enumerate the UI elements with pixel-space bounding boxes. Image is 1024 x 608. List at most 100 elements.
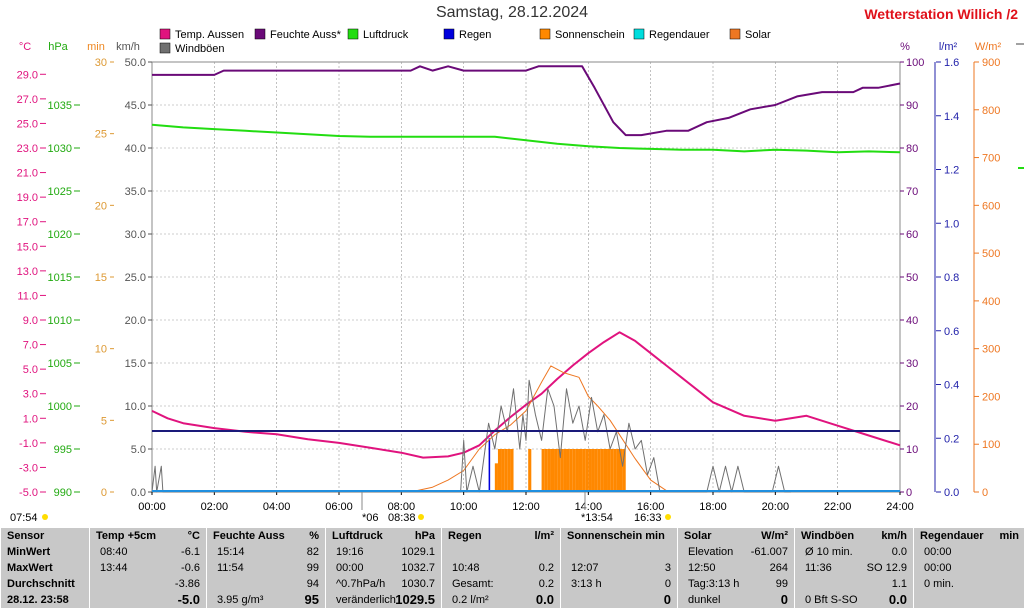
- table-header-row: Windböen km/h: [795, 528, 913, 544]
- legend-label: Regendauer: [649, 29, 710, 41]
- table-column-regen: Regen l/m² 10:48 0.2 Gesamt: 0.2 0.2 l/m² 0.0: [441, 528, 560, 608]
- station-name: Wetterstation Willich /2: [864, 6, 1018, 22]
- wind-tick-label: 15.0: [125, 358, 146, 370]
- minutes-tick-label: 0: [101, 487, 107, 499]
- sunshine-bar: [597, 449, 601, 492]
- pressure-tick-label: 1020: [48, 229, 72, 241]
- x-tick-label: 22:00: [824, 501, 852, 513]
- table-row: 0 Bft S-SO 0.0: [795, 592, 913, 608]
- row-value: 1032.7: [401, 562, 435, 574]
- legend-label: Solar: [745, 29, 771, 41]
- solar-tick-label: 500: [982, 248, 1000, 260]
- row-value: 95: [304, 592, 319, 607]
- sunshine-bar: [619, 449, 623, 492]
- sunshine-bar: [575, 449, 579, 492]
- row-value: 0: [780, 592, 788, 607]
- row-value: 3: [664, 562, 671, 574]
- solar-tick-label: 800: [982, 105, 1000, 117]
- temp-tick-label: -3.0: [19, 462, 38, 474]
- temp-tick-label: 29.0: [17, 69, 38, 81]
- table-row: 00:00: [914, 544, 1024, 560]
- column-unit: °C: [187, 530, 200, 542]
- table-column-temp: Temp +5cm °C 08:40 -6.1 13:44 -0.6 -3.86 -5.0: [89, 528, 206, 608]
- humidity-tick-label: 40: [906, 315, 918, 327]
- minutes-tick-label: 5: [101, 415, 107, 427]
- column-header: Solar: [684, 530, 712, 542]
- table-row: 08:40 -6.1: [90, 544, 206, 560]
- row-value: 1030.7: [401, 578, 435, 590]
- column-unit: l/m²: [534, 530, 554, 542]
- sunrise-marker-dot: [42, 514, 48, 520]
- x-tick-label: 06:00: [325, 501, 353, 513]
- table-column-feuchte: Feuchte Auss% 15:14 82 11:54 99 94 3.95 g/m³ 95: [206, 528, 325, 608]
- x-tick-label: 14:00: [575, 501, 603, 513]
- row-time: 19:16: [336, 546, 364, 558]
- column-header: Feuchte Auss: [213, 530, 285, 542]
- table-column-wind: Windböen km/h Ø 10 min. 0.0 11:36 SO 12.9 1.1 0…: [794, 528, 913, 608]
- minutes-tick-label: 10: [95, 344, 107, 356]
- sunshine-bar: [588, 449, 592, 492]
- legend-label: Sonnenschein: [555, 29, 625, 41]
- temp-tick-label: 3.0: [23, 389, 38, 401]
- sunshine-bar: [494, 463, 498, 492]
- x-tick-label: 10:00: [450, 501, 478, 513]
- temp-tick-label: -1.0: [19, 438, 38, 450]
- legend-swatch: [729, 28, 741, 40]
- temp-tick-label: 5.0: [23, 364, 38, 376]
- row-time: 00:00: [336, 562, 364, 574]
- rain-tick-label: 0.6: [944, 326, 959, 338]
- table-header-row: Solar W/m²: [678, 528, 794, 544]
- column-unit: min: [999, 530, 1019, 542]
- sunshine-bar: [541, 449, 545, 492]
- sunshine-bar: [572, 449, 576, 492]
- row-time: 08:40: [100, 546, 128, 558]
- chart-title: Samstag, 28.12.2024: [435, 4, 589, 21]
- row-time: 12:07: [571, 562, 599, 574]
- sunshine-bar: [622, 449, 626, 492]
- row-value: 0.2: [538, 562, 554, 574]
- table-header-row: Regendauer min: [914, 528, 1024, 544]
- table-row: 94: [207, 576, 325, 592]
- temp-tick-label: 17.0: [17, 217, 38, 229]
- x-tick-label: 24:00: [886, 501, 914, 513]
- row-time: 0 Bft S-SO: [805, 594, 858, 606]
- rain-tick-label: 1.2: [944, 165, 959, 177]
- sunshine-bar: [566, 449, 570, 492]
- series-line-temp-aussen: [151, 331, 901, 459]
- table-row: 00:00 1032.7: [326, 560, 441, 576]
- humidity-tick-label: 50: [906, 272, 918, 284]
- temp-tick-label: 19.0: [17, 192, 38, 204]
- solar-tick-label: 300: [982, 344, 1000, 356]
- row-time: 0.2 l/m²: [452, 594, 489, 606]
- row-value: -6.1: [181, 546, 200, 558]
- table-column-solar: Solar W/m² Elevation -61.007 12:50 264 Tag:3:1…: [677, 528, 794, 608]
- row-time: 0 min.: [924, 578, 954, 590]
- row-time: 3.95 g/m³: [217, 594, 264, 606]
- row-value: 99: [306, 562, 319, 574]
- sunshine-bar: [497, 449, 502, 492]
- row-time: dunkel: [688, 594, 721, 606]
- table-header-row: Regen l/m²: [442, 528, 560, 544]
- humidity-tick-label: 80: [906, 143, 918, 155]
- row-label: MaxWert: [7, 562, 53, 574]
- row-time: ^0.7hPa/h: [336, 578, 386, 590]
- column-header: Sensor: [7, 530, 45, 542]
- table-row: 15:14 82: [207, 544, 325, 560]
- legend-swatch: [159, 28, 171, 40]
- x-tick-label: 04:00: [263, 501, 291, 513]
- sunshine-bar: [610, 449, 614, 492]
- column-header: Luftdruck: [332, 530, 383, 542]
- minutes-unit-label: min: [87, 41, 105, 53]
- sunshine-bar: [616, 449, 620, 492]
- wind-tick-label: 30.0: [125, 229, 146, 241]
- table-row: [914, 592, 1024, 608]
- series-line-luftdruck: [151, 123, 901, 154]
- station-suffix: /2: [1006, 6, 1018, 22]
- table-row: 10:48 0.2: [442, 560, 560, 576]
- rain-bar: [488, 438, 491, 492]
- legend-swatch: [539, 28, 551, 40]
- sunshine-bar: [501, 449, 505, 492]
- table-row: 3:13 h 0: [561, 576, 677, 592]
- table-row: 3.95 g/m³ 95: [207, 592, 325, 608]
- wind-tick-label: 35.0: [125, 186, 146, 198]
